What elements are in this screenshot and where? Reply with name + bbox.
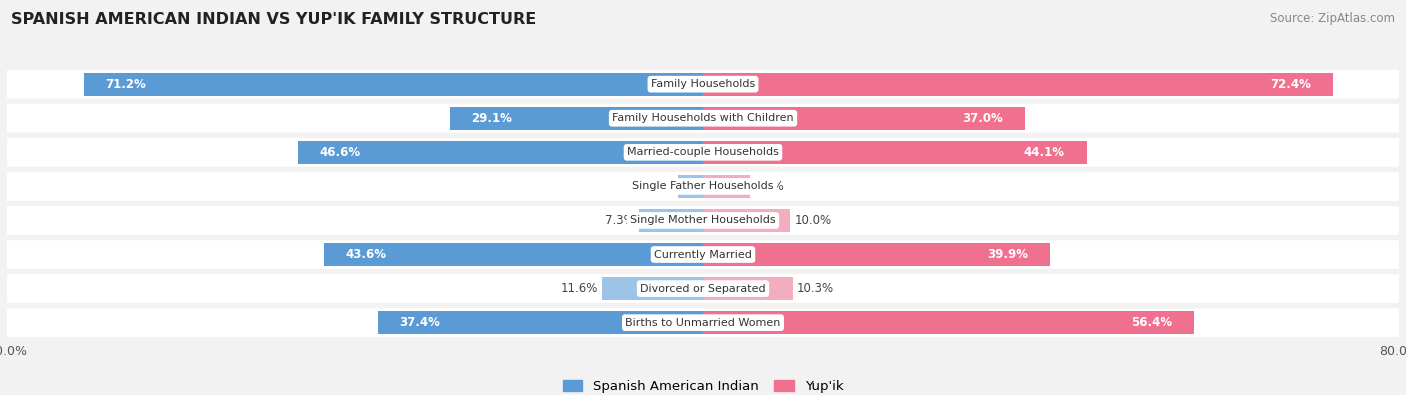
Text: 10.3%: 10.3%	[797, 282, 834, 295]
Text: 11.6%: 11.6%	[561, 282, 598, 295]
FancyBboxPatch shape	[7, 308, 1399, 337]
Text: 71.2%: 71.2%	[105, 78, 146, 91]
Text: Currently Married: Currently Married	[654, 250, 752, 260]
Bar	[378, 311, 703, 334]
Bar	[298, 141, 703, 164]
FancyBboxPatch shape	[7, 206, 1399, 235]
Text: 39.9%: 39.9%	[987, 248, 1028, 261]
Text: Family Households: Family Households	[651, 79, 755, 89]
Bar	[703, 243, 1050, 266]
Text: 46.6%: 46.6%	[319, 146, 360, 159]
Bar	[450, 107, 703, 130]
Text: 56.4%: 56.4%	[1130, 316, 1173, 329]
FancyBboxPatch shape	[7, 70, 1399, 98]
Text: Divorced or Separated: Divorced or Separated	[640, 284, 766, 293]
Text: 7.3%: 7.3%	[606, 214, 636, 227]
Text: Single Mother Households: Single Mother Households	[630, 215, 776, 226]
FancyBboxPatch shape	[7, 240, 1399, 269]
Text: Births to Unmarried Women: Births to Unmarried Women	[626, 318, 780, 328]
Text: 5.4%: 5.4%	[755, 180, 785, 193]
Bar	[678, 175, 703, 198]
Text: Married-couple Households: Married-couple Households	[627, 147, 779, 157]
Text: 72.4%: 72.4%	[1270, 78, 1312, 91]
Text: 37.0%: 37.0%	[962, 112, 1002, 125]
Text: 43.6%: 43.6%	[346, 248, 387, 261]
Bar	[703, 175, 749, 198]
FancyBboxPatch shape	[7, 104, 1399, 133]
Text: Single Father Households: Single Father Households	[633, 181, 773, 192]
Bar	[640, 209, 703, 232]
FancyBboxPatch shape	[7, 274, 1399, 303]
Text: 44.1%: 44.1%	[1024, 146, 1064, 159]
Text: 10.0%: 10.0%	[794, 214, 831, 227]
Bar	[703, 73, 1333, 96]
Bar	[703, 311, 1194, 334]
Bar	[323, 243, 703, 266]
Text: 37.4%: 37.4%	[399, 316, 440, 329]
Bar	[83, 73, 703, 96]
Bar	[703, 141, 1087, 164]
Text: SPANISH AMERICAN INDIAN VS YUP'IK FAMILY STRUCTURE: SPANISH AMERICAN INDIAN VS YUP'IK FAMILY…	[11, 12, 537, 27]
Legend: Spanish American Indian, Yup'ik: Spanish American Indian, Yup'ik	[562, 380, 844, 393]
Bar	[703, 107, 1025, 130]
Text: Source: ZipAtlas.com: Source: ZipAtlas.com	[1270, 12, 1395, 25]
FancyBboxPatch shape	[7, 138, 1399, 167]
Bar	[703, 277, 793, 300]
Text: 2.9%: 2.9%	[644, 180, 673, 193]
Bar	[602, 277, 703, 300]
Text: 29.1%: 29.1%	[471, 112, 512, 125]
FancyBboxPatch shape	[7, 172, 1399, 201]
Bar	[703, 209, 790, 232]
Text: Family Households with Children: Family Households with Children	[612, 113, 794, 123]
